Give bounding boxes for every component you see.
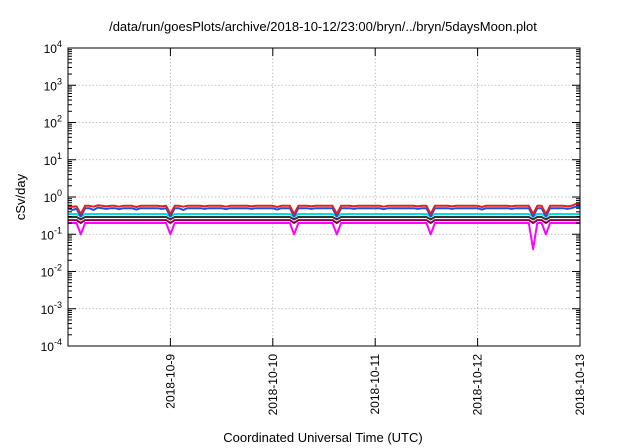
x-tick-label: 2018-10-11 xyxy=(368,354,382,415)
y-tick-label: 10-3 xyxy=(41,300,62,317)
y-tick-label: 104 xyxy=(44,39,62,56)
series-line-4 xyxy=(67,205,580,218)
y-tick-label: 102 xyxy=(44,114,62,131)
y-tick-label: 103 xyxy=(44,76,62,93)
y-tick-label: 100 xyxy=(44,188,62,205)
y-tick-label: 10-4 xyxy=(41,337,62,354)
y-tick-label: 10-1 xyxy=(41,225,62,242)
x-tick-label: 2018-10-9 xyxy=(163,354,177,409)
y-axis: 10-4 10-3 10-2 10-1 100 101 102 103 104 xyxy=(41,39,580,354)
x-axis: 2018-10-9 2018-10-10 2018-10-11 2018-10-12 2… xyxy=(163,48,587,415)
series-line-5 xyxy=(67,203,580,215)
series-group xyxy=(67,203,580,251)
grid xyxy=(68,48,580,346)
x-tick-label: 2018-10-13 xyxy=(573,354,587,416)
x-tick-label: 2018-10-10 xyxy=(266,354,280,416)
series-line-0 xyxy=(68,222,580,251)
x-tick-label: 2018-10-12 xyxy=(471,354,485,416)
y-tick-label: 10-2 xyxy=(41,263,62,280)
series-line-1 xyxy=(68,219,580,224)
x-axis-label: Coordinated Universal Time (UTC) xyxy=(223,430,422,445)
chart-title: /data/run/goesPlots/archive/2018-10-12/2… xyxy=(109,19,537,34)
y-tick-label: 101 xyxy=(44,151,62,168)
series-line-3 xyxy=(68,213,580,218)
series-line-2 xyxy=(68,216,580,221)
y-axis-label: cSv/day xyxy=(13,173,28,220)
